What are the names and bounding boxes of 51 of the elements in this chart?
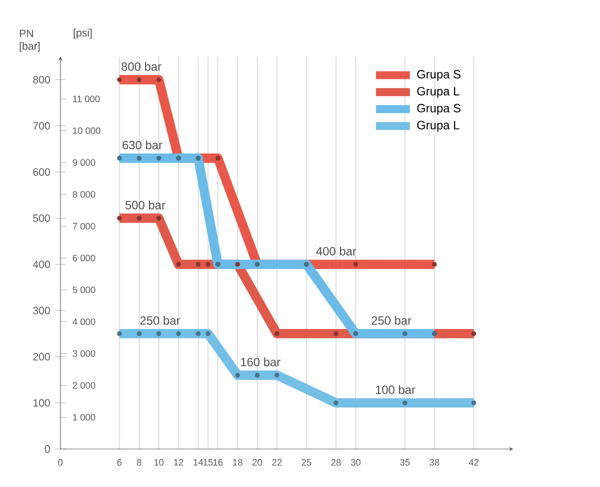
- annotation: 160 bar: [241, 358, 280, 366]
- legend-label: Grupa S: [417, 70, 460, 81]
- x-tick-label: 22: [272, 459, 282, 466]
- y-tick-label: 100: [34, 399, 50, 407]
- annotation: 250 bar: [372, 316, 412, 325]
- y-tick-label: 0: [44, 445, 50, 453]
- x-tick-label: 30: [350, 459, 360, 466]
- legend-label: Grupa L: [417, 87, 460, 98]
- y2-axis-title: [psi]: [74, 28, 92, 39]
- x-tick-label: 25: [302, 459, 312, 466]
- y-tick-label: 600: [33, 168, 50, 176]
- legend-label: Grupa L: [417, 121, 460, 132]
- y-tick-label: 700: [33, 122, 50, 130]
- y2-tick-label: 1 000: [73, 414, 96, 421]
- y2-tick-label: 4 000: [72, 318, 96, 326]
- x-tick-label: 12: [174, 459, 184, 466]
- x-tick-label: 0: [58, 459, 63, 466]
- annotation: 100 bar: [376, 385, 416, 394]
- x-tick-label: 14: [194, 459, 204, 466]
- legend-label: Grupa S: [417, 104, 460, 115]
- y-tick-label: 500: [33, 214, 50, 222]
- y2-tick-label: 2 000: [72, 382, 96, 389]
- x-tick-label: 10: [154, 459, 164, 466]
- y2-tick-label: 7 000: [72, 223, 96, 230]
- annotation: 800 bar: [122, 62, 162, 71]
- y-tick-label: 800: [33, 76, 50, 84]
- x-tick-label: 28: [331, 459, 341, 466]
- y2-tick-label: 5 000: [72, 286, 96, 294]
- x-tick-label: 35: [400, 459, 410, 466]
- annotation: 630 bar: [122, 140, 162, 150]
- x-tick-label: 18: [233, 459, 242, 466]
- y2-tick-label: 10 000: [73, 128, 100, 134]
- x-tick-label: 38: [430, 459, 440, 466]
- y2-tick-label: 3 000: [72, 350, 96, 357]
- x-tick-label: 16: [213, 459, 223, 466]
- y2-tick-label: 6 000: [72, 254, 96, 262]
- x-tick-label: 20: [252, 459, 262, 466]
- x-tick-label: 42: [468, 459, 479, 466]
- y2-tick-label: 11 000: [73, 96, 100, 102]
- y2-tick-label: 9 000: [72, 159, 96, 166]
- y-tick-label: 400: [32, 260, 50, 268]
- x-tick-label: 6: [117, 459, 122, 466]
- x-tick-label: 15: [204, 459, 213, 466]
- y-axis-title: PN [bar]: [20, 30, 40, 52]
- annotation: 250 bar: [140, 316, 180, 325]
- y2-tick-label: 8 000: [72, 191, 96, 198]
- annotation: 400 bar: [316, 246, 356, 256]
- y-tick-label: 200: [33, 353, 50, 361]
- annotation: 500 bar: [125, 200, 166, 210]
- y-tick-label: 300: [33, 306, 50, 314]
- x-tick-label: 8: [136, 459, 142, 466]
